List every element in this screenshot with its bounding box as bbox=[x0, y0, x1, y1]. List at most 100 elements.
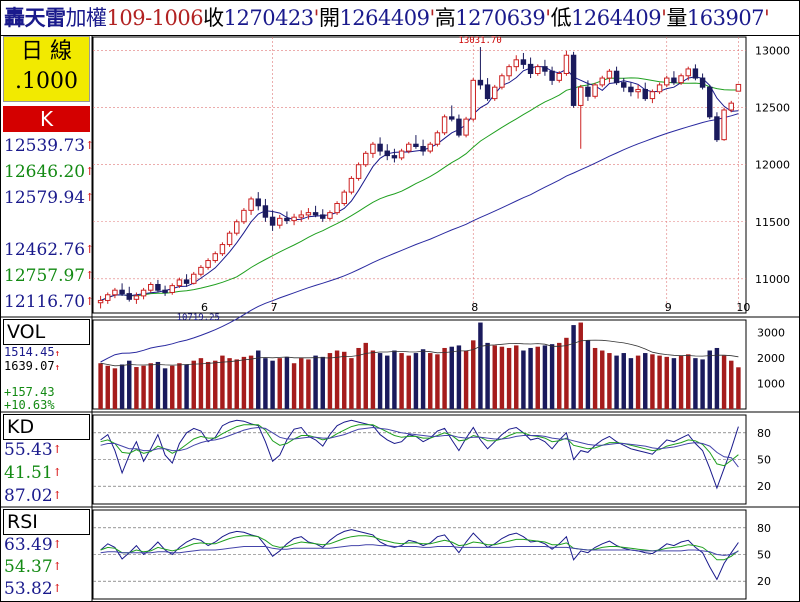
candlestick bbox=[119, 283, 125, 296]
candlestick bbox=[714, 112, 720, 142]
candle-body bbox=[355, 164, 362, 179]
volume-bar bbox=[413, 353, 419, 409]
kd-line-1 bbox=[100, 419, 739, 490]
volume-label: 量 bbox=[666, 6, 687, 30]
candlestick bbox=[542, 59, 548, 76]
volume-bar bbox=[277, 358, 282, 409]
period-label: 日 線 bbox=[21, 39, 72, 64]
volume-bar bbox=[664, 356, 669, 409]
candle-body bbox=[484, 84, 491, 100]
candle-body bbox=[735, 83, 742, 92]
candlestick bbox=[427, 141, 433, 154]
volume-bar bbox=[356, 347, 361, 409]
candle-body bbox=[613, 70, 620, 84]
volume-bar bbox=[621, 353, 626, 409]
volume-bar bbox=[377, 353, 383, 409]
rsi-panel-label[interactable]: RSI bbox=[3, 509, 90, 535]
candle-body bbox=[284, 217, 290, 222]
candlestick bbox=[169, 283, 175, 295]
volume-bar bbox=[506, 347, 512, 409]
candlestick bbox=[112, 287, 118, 299]
volume-bar bbox=[241, 356, 247, 409]
period-box[interactable]: 日 線 .1000 bbox=[3, 36, 90, 102]
candle-body bbox=[341, 191, 347, 205]
candle-body bbox=[320, 214, 326, 219]
vol-panel-label[interactable]: VOL bbox=[3, 319, 90, 345]
candle-body bbox=[570, 54, 577, 106]
candlestick bbox=[492, 84, 498, 101]
candlestick bbox=[370, 141, 376, 158]
period-value: .1000 bbox=[15, 69, 78, 94]
candle-body bbox=[363, 152, 369, 166]
candle-body bbox=[685, 68, 691, 77]
volume-bar bbox=[112, 368, 118, 409]
candlestick bbox=[728, 100, 734, 113]
kd-panel-label[interactable]: KD bbox=[3, 414, 90, 440]
candle-body bbox=[527, 63, 534, 74]
volume-bar bbox=[528, 347, 533, 409]
low-value: 1264409 bbox=[571, 6, 662, 30]
candle-body bbox=[714, 116, 720, 141]
candlestick bbox=[484, 78, 491, 101]
k-value-2: 12646.20↑ bbox=[4, 162, 95, 182]
candlestick bbox=[441, 114, 448, 136]
candle-body bbox=[463, 118, 469, 136]
close-label: 收 bbox=[203, 6, 224, 30]
candle-body bbox=[721, 109, 727, 141]
volume-bar bbox=[657, 355, 662, 409]
volume-bar bbox=[628, 358, 634, 409]
candle-body bbox=[413, 143, 419, 147]
candlestick bbox=[312, 205, 319, 218]
kd-value-2: 41.51↑ bbox=[4, 463, 62, 483]
candlestick bbox=[348, 176, 355, 195]
candlestick bbox=[606, 68, 613, 83]
volume-bar bbox=[600, 350, 605, 409]
volume-bar bbox=[499, 346, 505, 409]
volume-bar bbox=[420, 349, 426, 409]
k-y-tick-label: 13000 bbox=[755, 45, 790, 58]
candlestick bbox=[176, 277, 183, 288]
candlestick bbox=[513, 55, 519, 72]
volume-bar bbox=[155, 361, 161, 409]
candlestick bbox=[635, 84, 641, 99]
candle-body bbox=[592, 84, 598, 97]
volume-bar bbox=[349, 358, 354, 409]
candle-body bbox=[628, 86, 634, 93]
candlestick bbox=[456, 114, 462, 138]
k-panel-label[interactable]: K bbox=[3, 106, 90, 132]
candlestick bbox=[535, 64, 541, 76]
volume-bar bbox=[220, 355, 225, 409]
candle-body bbox=[162, 289, 168, 293]
kd-line-2 bbox=[100, 424, 739, 467]
candle-body bbox=[506, 66, 512, 77]
candlestick bbox=[377, 137, 383, 156]
candlestick bbox=[140, 287, 147, 300]
left-panel: 日 線 .1000 K 12539.73↑ 12646.20↑ 12579.94… bbox=[1, 36, 95, 601]
candle-body bbox=[155, 283, 161, 291]
candlestick bbox=[284, 211, 290, 225]
candlestick bbox=[234, 219, 240, 236]
volume-bar bbox=[514, 345, 519, 409]
candle-body bbox=[549, 70, 555, 81]
candlestick bbox=[205, 258, 211, 270]
candle-body bbox=[277, 217, 283, 226]
candle-body bbox=[384, 150, 390, 157]
rsi-value-2: 54.37↑ bbox=[4, 557, 62, 577]
candlestick bbox=[592, 82, 598, 99]
candlestick bbox=[563, 50, 570, 76]
candle-body bbox=[398, 150, 405, 159]
candlestick bbox=[226, 230, 233, 247]
high-label: 高 bbox=[434, 6, 456, 30]
volume-bar bbox=[471, 340, 476, 409]
rsi-value-1: 63.49↑ bbox=[4, 535, 62, 555]
candlestick bbox=[707, 84, 713, 120]
volume-bar bbox=[578, 322, 583, 409]
candlestick bbox=[391, 148, 398, 163]
volume-bar bbox=[478, 322, 483, 409]
kd-y-tick-label: 80 bbox=[757, 427, 771, 440]
candle-body bbox=[119, 289, 125, 295]
candlestick bbox=[413, 135, 419, 149]
candlestick bbox=[191, 271, 197, 285]
